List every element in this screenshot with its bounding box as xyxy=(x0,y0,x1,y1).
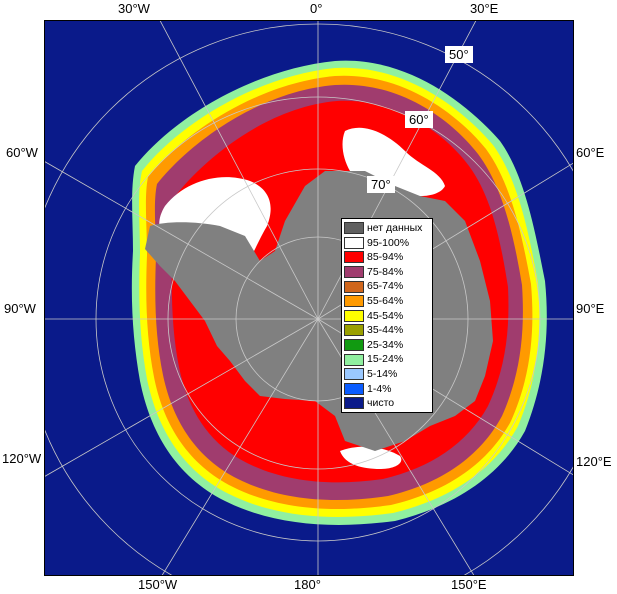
legend-swatch xyxy=(344,397,364,410)
meridian-label-90e: 90°E xyxy=(576,301,605,316)
meridian-label-180: 180° xyxy=(294,577,321,592)
legend-swatch xyxy=(344,309,364,322)
legend-swatch xyxy=(344,266,364,279)
legend-label: нет данных xyxy=(367,222,423,235)
legend-item: 55-64% xyxy=(344,294,430,309)
legend-label: 35-44% xyxy=(367,324,404,337)
legend-label: 85-94% xyxy=(367,251,404,264)
legend-item: 45-54% xyxy=(344,309,430,324)
legend-label: 95-100% xyxy=(367,236,410,249)
parallel-label-60: 60° xyxy=(405,111,433,128)
sea-ice-map: 50° 60° 70° нет данных 95-100% 85-94% 75-84… xyxy=(44,20,574,576)
legend-swatch xyxy=(344,353,364,366)
map-legend: нет данных 95-100% 85-94% 75-84% 65-74% 55-64… xyxy=(341,218,433,413)
meridian-label-0: 0° xyxy=(310,1,323,16)
legend-swatch xyxy=(344,295,364,308)
legend-swatch xyxy=(344,339,364,352)
legend-swatch xyxy=(344,280,364,293)
legend-label: 5-14% xyxy=(367,367,398,380)
legend-swatch xyxy=(344,368,364,381)
legend-item: нет данных xyxy=(344,221,430,236)
legend-label: 75-84% xyxy=(367,265,404,278)
legend-item: 5-14% xyxy=(344,367,430,382)
meridian-label-60w: 60°W xyxy=(6,145,38,160)
legend-item: 95-100% xyxy=(344,236,430,251)
legend-label: 15-24% xyxy=(367,353,404,366)
legend-item: чисто xyxy=(344,396,430,411)
meridian-label-150e: 150°E xyxy=(451,577,487,592)
legend-label: 55-64% xyxy=(367,295,404,308)
legend-label: 1-4% xyxy=(367,382,392,395)
legend-label: чисто xyxy=(367,397,395,410)
legend-item: 25-34% xyxy=(344,338,430,353)
meridian-label-120w: 120°W xyxy=(2,451,42,466)
map-canvas xyxy=(45,21,573,575)
legend-item: 1-4% xyxy=(344,382,430,397)
legend-item: 35-44% xyxy=(344,323,430,338)
legend-swatch xyxy=(344,324,364,337)
meridian-label-60e: 60°E xyxy=(576,145,605,160)
legend-item: 65-74% xyxy=(344,279,430,294)
meridian-label-30w: 30°W xyxy=(118,1,150,16)
meridian-label-30e: 30°E xyxy=(470,1,499,16)
legend-label: 65-74% xyxy=(367,280,404,293)
legend-label: 45-54% xyxy=(367,309,404,322)
meridian-label-150w: 150°W xyxy=(138,577,178,592)
ice-white-ross xyxy=(340,446,402,469)
legend-label: 25-34% xyxy=(367,338,404,351)
legend-item: 85-94% xyxy=(344,250,430,265)
legend-item: 15-24% xyxy=(344,352,430,367)
parallel-label-70: 70° xyxy=(367,176,395,193)
parallel-label-50: 50° xyxy=(445,46,473,63)
legend-item: 75-84% xyxy=(344,265,430,280)
meridian-label-120e: 120°E xyxy=(576,454,612,469)
legend-swatch xyxy=(344,222,364,235)
legend-swatch xyxy=(344,382,364,395)
legend-swatch xyxy=(344,236,364,249)
meridian-label-90w: 90°W xyxy=(4,301,36,316)
legend-swatch xyxy=(344,251,364,264)
